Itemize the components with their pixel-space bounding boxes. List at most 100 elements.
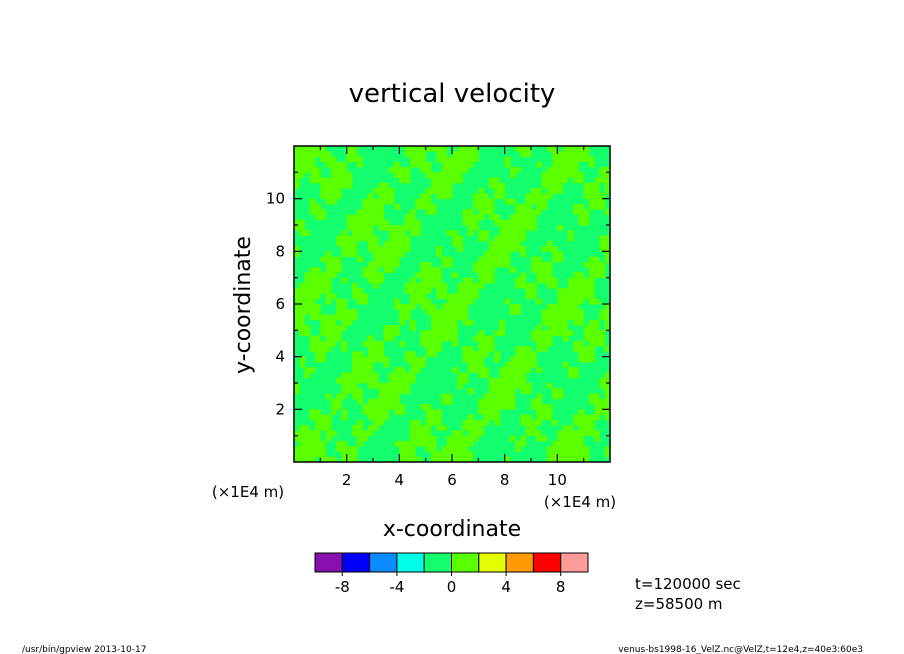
field-cell: [573, 146, 579, 152]
field-cell: [478, 398, 484, 405]
field-cell: [552, 304, 558, 310]
field-cell: [394, 240, 400, 247]
field-cell: [462, 151, 469, 157]
field-cell: [552, 277, 558, 284]
field-cell: [499, 367, 506, 373]
field-cell: [488, 246, 495, 252]
field-cell: [483, 340, 490, 347]
field-cell: [525, 351, 532, 358]
field-cell: [546, 304, 553, 310]
field-cell: [573, 293, 579, 300]
field-cell: [378, 351, 384, 358]
field-cell: [499, 319, 506, 326]
field-cell: [520, 367, 527, 373]
field-cell: [541, 340, 548, 347]
field-cell: [520, 235, 527, 242]
field-cell: [304, 146, 311, 152]
field-cell: [420, 161, 427, 168]
field-cell: [462, 451, 469, 458]
field-cell: [441, 304, 448, 310]
field-cell: [562, 451, 569, 458]
field-cell: [351, 456, 358, 463]
field-cell: [583, 182, 590, 189]
field-cell: [430, 209, 437, 215]
field-cell: [531, 209, 537, 215]
field-cell: [478, 356, 484, 363]
field-cell: [494, 356, 500, 363]
field-cell: [399, 404, 405, 410]
field-cell: [409, 277, 416, 284]
field-cell: [515, 146, 521, 152]
field-cell: [483, 351, 490, 358]
field-cell: [557, 298, 563, 305]
field-cell: [446, 335, 453, 342]
field-cell: [383, 182, 390, 189]
field-cell: [325, 430, 332, 437]
field-cell: [436, 319, 442, 326]
field-cell: [341, 177, 348, 184]
field-cell: [457, 167, 463, 173]
field-cell: [583, 451, 590, 458]
field-cell: [473, 430, 479, 437]
field-cell: [557, 177, 563, 184]
field-cell: [341, 172, 348, 178]
field-cell: [520, 383, 527, 389]
field-cell: [588, 335, 595, 342]
field-cell: [325, 267, 332, 273]
field-cell: [562, 314, 569, 321]
field-cell: [509, 398, 516, 405]
field-cell: [373, 425, 379, 431]
field-cell: [594, 261, 600, 268]
y-tick-label: 4: [275, 348, 285, 366]
field-cell: [388, 325, 395, 331]
field-cell: [557, 293, 563, 300]
field-cell: [299, 319, 305, 326]
field-cell: [351, 251, 358, 257]
field-cell: [488, 383, 495, 389]
field-cell: [604, 209, 611, 215]
field-cell: [357, 435, 363, 442]
field-cell: [536, 272, 542, 279]
field-cell: [488, 214, 495, 221]
field-cell: [441, 261, 448, 268]
field-cell: [357, 293, 363, 300]
field-cell: [299, 446, 305, 452]
field-cell: [399, 167, 405, 173]
field-cell: [546, 325, 553, 331]
field-cell: [415, 293, 421, 300]
field-cell: [473, 219, 479, 226]
field-cell: [357, 225, 363, 231]
field-cell: [588, 419, 595, 426]
field-cell: [394, 393, 400, 400]
field-cell: [346, 172, 353, 178]
field-cell: [478, 361, 484, 368]
field-cell: [441, 177, 448, 184]
field-cell: [457, 456, 463, 463]
field-cell: [588, 261, 595, 268]
field-cell: [588, 161, 595, 168]
field-cell: [462, 351, 469, 358]
field-cell: [446, 230, 453, 236]
field-cell: [552, 330, 558, 336]
field-cell: [341, 388, 348, 394]
field-cell: [515, 235, 521, 242]
field-cell: [436, 172, 442, 178]
field-cell: [494, 177, 500, 184]
field-cell: [467, 419, 474, 426]
field-cell: [346, 240, 353, 247]
field-cell: [357, 361, 363, 368]
field-cell: [346, 225, 353, 231]
field-cell: [441, 319, 448, 326]
field-cell: [515, 230, 521, 236]
field-cell: [404, 372, 411, 379]
field-cell: [404, 246, 411, 252]
field-cell: [478, 256, 484, 263]
field-cell: [399, 225, 405, 231]
field-cell: [541, 335, 548, 342]
field-cell: [599, 409, 606, 415]
field-cell: [520, 214, 527, 221]
field-cell: [430, 177, 437, 184]
field-cell: [320, 451, 326, 458]
field-cell: [420, 272, 427, 279]
field-cell: [441, 393, 448, 400]
